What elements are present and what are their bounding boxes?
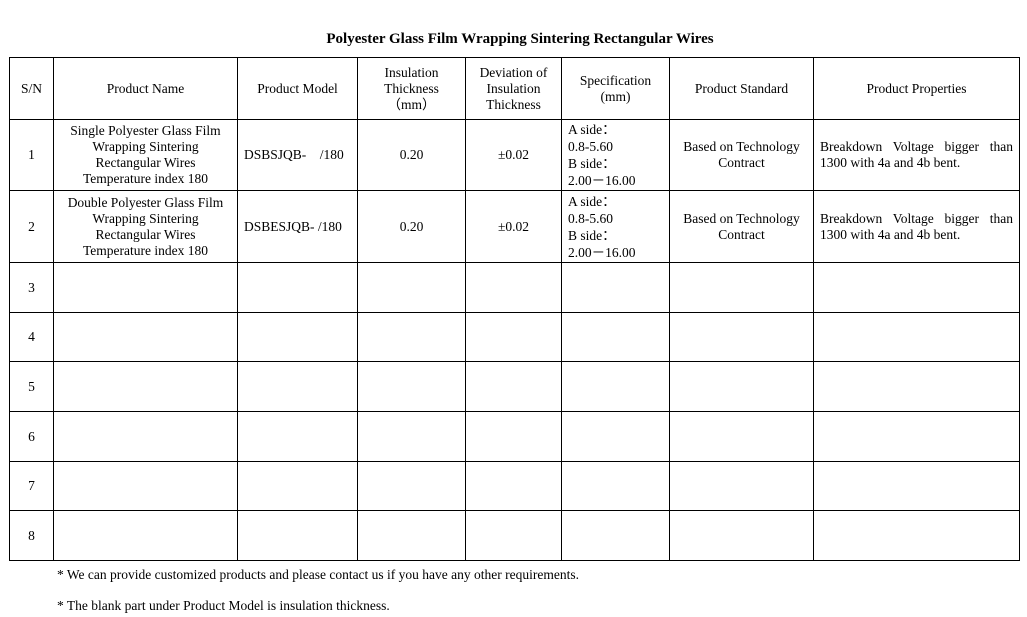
- empty-cell: [53, 361, 238, 412]
- empty-cell: [237, 361, 358, 412]
- empty-cell: [357, 361, 466, 412]
- empty-cell: [669, 461, 814, 511]
- sn-cell: 5: [9, 361, 54, 412]
- empty-cell: [465, 461, 562, 511]
- empty-cell: [813, 361, 1020, 412]
- empty-cell: [561, 312, 670, 362]
- insulation-thickness-cell: 0.20: [357, 190, 466, 263]
- empty-cell: [465, 411, 562, 462]
- spec-line: 2.00－16.00: [568, 244, 636, 260]
- empty-cell: [813, 461, 1020, 511]
- empty-cell: [237, 461, 358, 511]
- empty-cell: [561, 411, 670, 462]
- note-customized: * We can provide customized products and…: [57, 567, 579, 582]
- specification-cell: A side： 0.8-5.60 B side： 2.00－16.00: [561, 190, 670, 263]
- table-row: 1 Single Polyester Glass Film Wrapping Si…: [9, 119, 1020, 191]
- empty-cell: [813, 262, 1020, 313]
- product-name-cell: Double Polyester Glass Film Wrapping Sin…: [53, 190, 238, 263]
- table-row: 5: [9, 361, 1020, 412]
- sn-cell: 8: [9, 510, 54, 561]
- product-table: S/N Product Name Product Model Insulatio…: [9, 57, 1020, 561]
- empty-cell: [561, 510, 670, 561]
- table-row: 8: [9, 510, 1020, 561]
- empty-cell: [53, 461, 238, 511]
- table-row: 6: [9, 411, 1020, 462]
- product-standard-cell: Based on Technology Contract: [669, 119, 814, 191]
- spec-line: A side：: [568, 122, 616, 137]
- spec-line: 0.8-5.60: [568, 210, 613, 226]
- table-row: 4: [9, 312, 1020, 362]
- sn-cell: 6: [9, 411, 54, 462]
- page-title: Polyester Glass Film Wrapping Sintering …: [326, 31, 714, 47]
- product-standard-cell: Based on Technology Contract: [669, 190, 814, 263]
- empty-cell: [357, 262, 466, 313]
- empty-cell: [561, 461, 670, 511]
- empty-cell: [465, 361, 562, 412]
- header-specification: Specification (mm): [561, 57, 670, 120]
- empty-cell: [465, 312, 562, 362]
- header-product-model: Product Model: [237, 57, 358, 120]
- empty-cell: [813, 312, 1020, 362]
- header-product-standard: Product Standard: [669, 57, 814, 120]
- empty-cell: [53, 262, 238, 313]
- sn-cell: 4: [9, 312, 54, 362]
- spec-line: 0.8-5.60: [568, 139, 613, 154]
- product-name-cell: Single Polyester Glass Film Wrapping Sin…: [53, 119, 238, 191]
- note-blank-part: * The blank part under Product Model is …: [57, 598, 390, 613]
- header-sn: S/N: [9, 57, 54, 120]
- spec-line: 2.00－16.00: [568, 173, 636, 188]
- empty-cell: [237, 262, 358, 313]
- empty-cell: [53, 312, 238, 362]
- table-row: 3: [9, 262, 1020, 313]
- empty-cell: [465, 510, 562, 561]
- empty-cell: [561, 361, 670, 412]
- product-properties-cell: Breakdown Voltage bigger than 1300 with …: [813, 190, 1020, 263]
- header-insulation-thickness: Insulation Thickness（mm）: [357, 57, 466, 120]
- product-model-cell: DSBESJQB- /180: [237, 190, 358, 263]
- empty-cell: [669, 262, 814, 313]
- header-product-name: Product Name: [53, 57, 238, 120]
- empty-cell: [669, 312, 814, 362]
- empty-cell: [465, 262, 562, 313]
- deviation-cell: ±0.02: [465, 119, 562, 191]
- empty-cell: [669, 510, 814, 561]
- header-product-properties: Product Properties: [813, 57, 1020, 120]
- empty-cell: [237, 411, 358, 462]
- empty-cell: [53, 411, 238, 462]
- insulation-thickness-cell: 0.20: [357, 119, 466, 191]
- empty-cell: [357, 461, 466, 511]
- sn-cell: 1: [9, 119, 54, 191]
- empty-cell: [669, 361, 814, 412]
- empty-cell: [357, 312, 466, 362]
- product-model-cell: DSBSJQB- /180: [237, 119, 358, 191]
- table-row: 2 Double Polyester Glass Film Wrapping Si…: [9, 190, 1020, 263]
- sn-cell: 7: [9, 461, 54, 511]
- sn-cell: 3: [9, 262, 54, 313]
- header-row: S/N Product Name Product Model Insulatio…: [9, 57, 1020, 120]
- empty-cell: [813, 510, 1020, 561]
- empty-cell: [561, 262, 670, 313]
- empty-cell: [237, 510, 358, 561]
- sn-cell: 2: [9, 190, 54, 263]
- table-row: 7: [9, 461, 1020, 511]
- spec-line: B side：: [568, 156, 616, 171]
- empty-cell: [357, 411, 466, 462]
- header-deviation: Deviation of Insulation Thickness: [465, 57, 562, 120]
- deviation-cell: ±0.02: [465, 190, 562, 263]
- empty-cell: [669, 411, 814, 462]
- product-properties-cell: Breakdown Voltage bigger than 1300 with …: [813, 119, 1020, 191]
- specification-cell: A side： 0.8-5.60 B side： 2.00－16.00: [561, 119, 670, 191]
- spec-line: B side：: [568, 227, 616, 243]
- empty-cell: [357, 510, 466, 561]
- empty-cell: [813, 411, 1020, 462]
- empty-cell: [237, 312, 358, 362]
- empty-cell: [53, 510, 238, 561]
- spec-line: A side：: [568, 193, 616, 209]
